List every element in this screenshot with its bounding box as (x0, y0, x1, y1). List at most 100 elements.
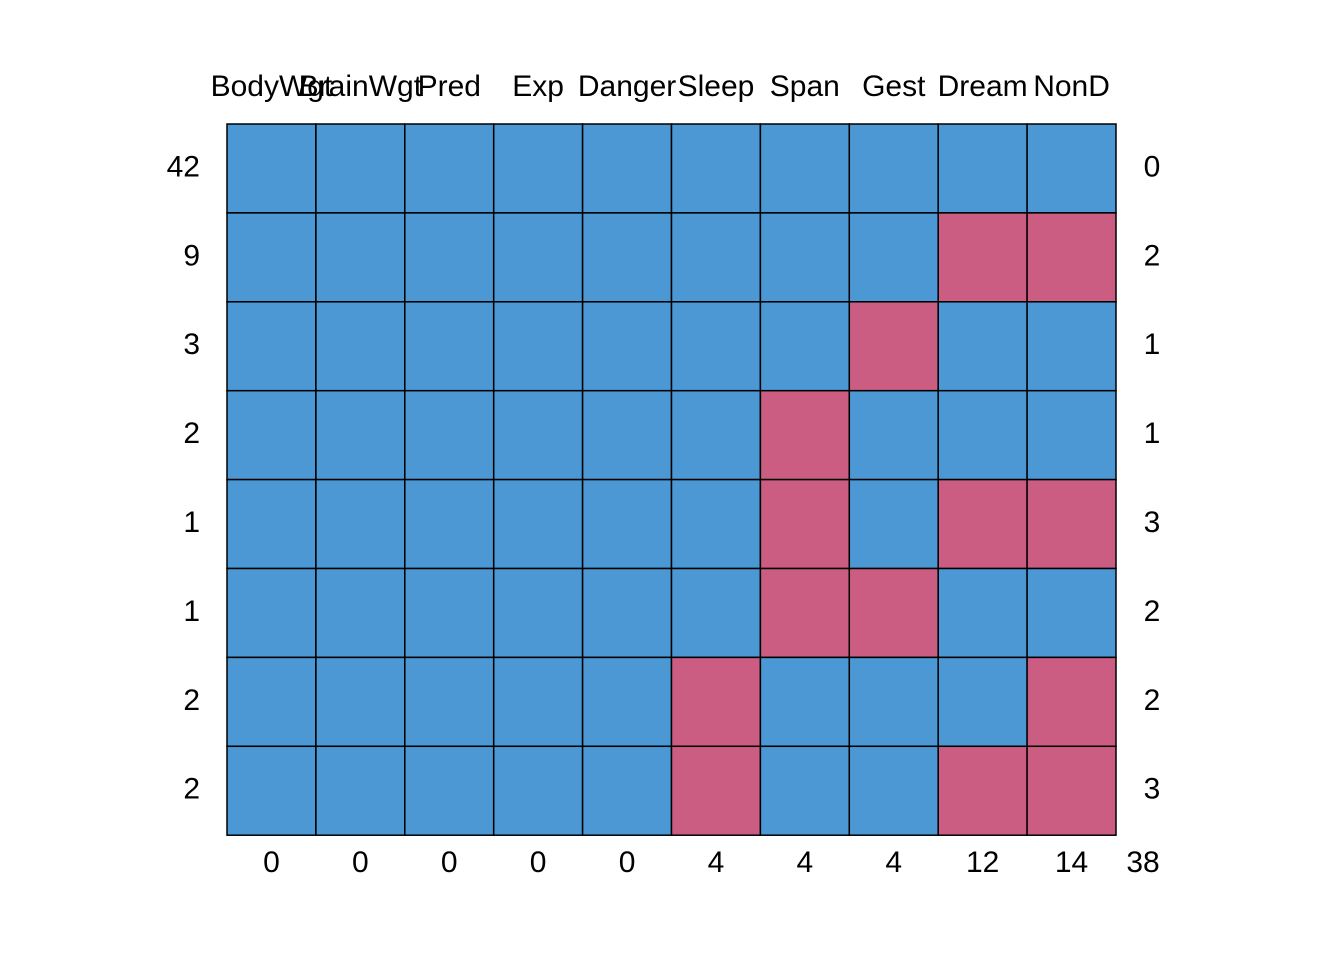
column-total-label: 4 (885, 846, 902, 879)
missing-cell (759, 478, 851, 570)
observed-cell (492, 567, 584, 659)
observed-cell (937, 567, 1028, 659)
observed-cell (404, 656, 495, 748)
missing-cell (937, 212, 1028, 303)
observed-cell (581, 478, 673, 570)
observed-cell (759, 745, 851, 836)
missing-cell (1026, 478, 1117, 570)
row-missing-label: 1 (1144, 328, 1161, 361)
observed-cell (226, 478, 317, 570)
observed-cell (759, 656, 851, 748)
column-total-label: 0 (441, 846, 458, 879)
observed-cell (492, 656, 584, 748)
column-total-label: 12 (966, 846, 999, 879)
observed-cell (670, 123, 762, 214)
observed-cell (315, 212, 406, 303)
column-total-label: 4 (708, 846, 725, 879)
column-label: BrainWgt (299, 70, 423, 103)
column-label: Exp (512, 70, 564, 103)
missing-cell (759, 567, 851, 659)
column-label: Pred (418, 70, 481, 103)
observed-cell (492, 389, 584, 481)
observed-cell (404, 123, 495, 214)
row-missing-label: 3 (1144, 773, 1161, 806)
column-label: NonD (1033, 70, 1110, 103)
observed-cell (581, 389, 673, 481)
row-missing-label: 2 (1144, 239, 1161, 272)
observed-cell (492, 478, 584, 570)
missing-cell (759, 389, 851, 481)
observed-cell (848, 656, 939, 748)
observed-cell (315, 656, 406, 748)
row-missing-label: 2 (1144, 595, 1161, 628)
missing-cell (937, 478, 1028, 570)
row-count-label: 1 (183, 595, 200, 628)
column-total-labels: 0 0 0 0 0 4 4 4 12 14 38 (263, 846, 1160, 879)
observed-cell (404, 478, 495, 570)
observed-cell (937, 656, 1028, 748)
column-label: Dream (938, 70, 1028, 103)
row-count-label: 2 (183, 773, 200, 806)
observed-cell (404, 389, 495, 481)
observed-cell (581, 123, 673, 214)
observed-cell (226, 212, 317, 303)
missing-cell (1026, 212, 1117, 303)
observed-cell (315, 745, 406, 836)
column-total-label: 0 (619, 846, 636, 879)
total-missing-label: 38 (1126, 846, 1159, 879)
observed-cell (492, 212, 584, 303)
pattern-cells (226, 123, 1117, 836)
row-missing-label: 1 (1144, 417, 1161, 450)
observed-cell (404, 567, 495, 659)
observed-cell (759, 123, 851, 214)
missing-cell (670, 745, 762, 836)
observed-cell (315, 478, 406, 570)
missing-cell (848, 567, 939, 659)
column-label: Span (770, 70, 840, 103)
observed-cell (226, 301, 317, 392)
observed-cell (315, 567, 406, 659)
observed-cell (226, 123, 317, 214)
observed-cell (492, 123, 584, 214)
observed-cell (404, 745, 495, 836)
observed-cell (759, 212, 851, 303)
observed-cell (759, 301, 851, 392)
observed-cell (1026, 301, 1117, 392)
observed-cell (581, 745, 673, 836)
observed-cell (404, 212, 495, 303)
row-count-label: 3 (183, 328, 200, 361)
column-total-label: 0 (530, 846, 547, 879)
column-label: Danger (578, 70, 676, 103)
missing-cell (1026, 656, 1117, 748)
row-count-label: 42 (167, 150, 200, 183)
observed-cell (581, 212, 673, 303)
observed-cell (848, 478, 939, 570)
observed-cell (848, 389, 939, 481)
observed-cell (937, 389, 1028, 481)
row-missing-label: 0 (1144, 150, 1161, 183)
observed-cell (670, 567, 762, 659)
observed-cell (581, 567, 673, 659)
column-total-label: 0 (352, 846, 369, 879)
observed-cell (670, 478, 762, 570)
missing-cell (937, 745, 1028, 836)
observed-cell (404, 301, 495, 392)
row-count-label: 1 (183, 506, 200, 539)
observed-cell (315, 123, 406, 214)
observed-cell (937, 123, 1028, 214)
observed-cell (315, 389, 406, 481)
observed-cell (226, 567, 317, 659)
observed-cell (848, 745, 939, 836)
observed-cell (670, 212, 762, 303)
row-missing-label: 3 (1144, 506, 1161, 539)
row-count-label: 2 (183, 684, 200, 717)
missing-cell (848, 301, 939, 392)
observed-cell (848, 123, 939, 214)
missing-cell (670, 656, 762, 748)
column-label: BodyWgt (211, 70, 333, 103)
observed-cell (670, 389, 762, 481)
column-label: Gest (862, 70, 926, 103)
observed-cell (226, 656, 317, 748)
missing-cell (1026, 745, 1117, 836)
